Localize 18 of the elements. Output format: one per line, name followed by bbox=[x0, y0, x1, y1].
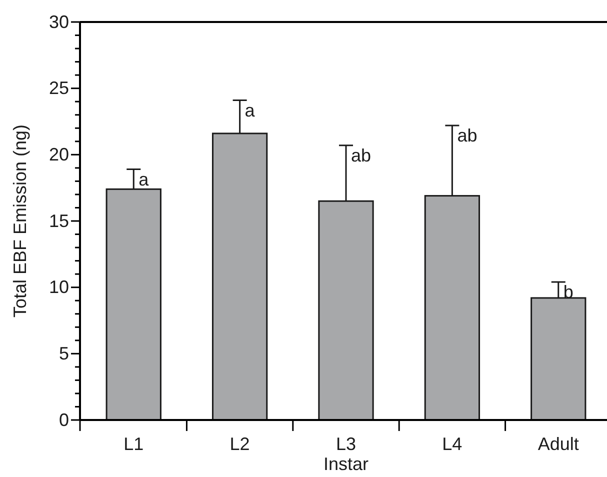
y-tick-label: 25 bbox=[48, 78, 69, 98]
x-tick-label: L2 bbox=[230, 434, 250, 454]
annotation: ab bbox=[457, 125, 478, 146]
annotation: a bbox=[244, 100, 256, 120]
x-tick-label: Adult bbox=[538, 434, 579, 454]
x-tick-label: L1 bbox=[124, 434, 144, 454]
y-tick-label: 15 bbox=[48, 210, 69, 231]
x-tick-label: L3 bbox=[336, 434, 356, 454]
y-tick-label: 5 bbox=[58, 343, 69, 364]
annotation: ab bbox=[351, 145, 372, 166]
y-axis-title: Total EBF Emission (ng) bbox=[10, 124, 30, 318]
y-tick-label: 30 bbox=[48, 12, 69, 32]
y-tick-label: 10 bbox=[48, 277, 69, 298]
x-axis-title: Instar bbox=[323, 454, 369, 474]
x-tick-label: L4 bbox=[442, 434, 462, 454]
y-tick-label: 20 bbox=[48, 144, 69, 164]
annotation: a bbox=[138, 169, 150, 190]
y-tick-label: 0 bbox=[58, 410, 69, 430]
